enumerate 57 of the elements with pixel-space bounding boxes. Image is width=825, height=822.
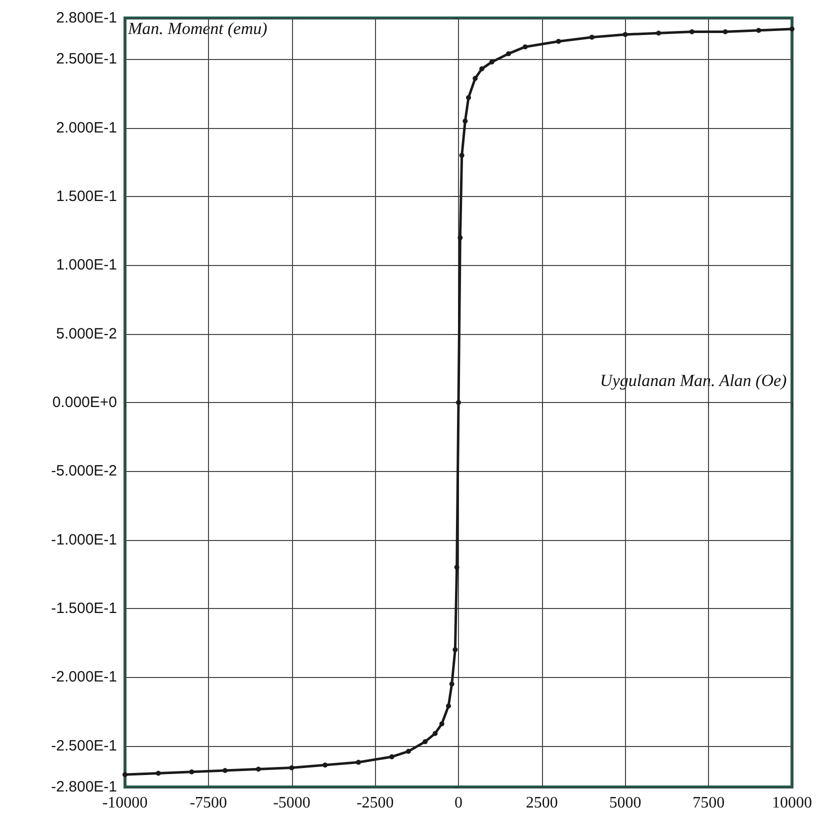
- point: [389, 754, 394, 760]
- point: [656, 30, 662, 36]
- point: [356, 760, 361, 765]
- y-tick-label: 1.500E-1: [56, 188, 117, 206]
- y-tick-label: 2.800E-1: [56, 10, 117, 26]
- y-tick-label: 2.500E-1: [56, 50, 117, 68]
- point: [489, 59, 494, 64]
- x-tick-label: 10000: [772, 794, 812, 812]
- point: [479, 66, 484, 72]
- x-tick-label: -2500: [356, 794, 394, 812]
- point: [456, 400, 461, 405]
- y-tick-label: -1.000E-1: [51, 531, 117, 548]
- point: [446, 703, 451, 708]
- point: [454, 564, 460, 570]
- point: [756, 28, 762, 33]
- point: [449, 682, 454, 687]
- point: [472, 76, 478, 81]
- point: [689, 29, 694, 34]
- y-tick-label: 0.000E+0: [52, 394, 117, 411]
- point: [406, 748, 411, 754]
- point: [462, 118, 468, 124]
- x-tick-label: -5000: [273, 794, 310, 812]
- y-tick-label: -2.800E-1: [51, 778, 117, 796]
- point: [189, 769, 194, 774]
- x-tick-label: 7500: [692, 794, 725, 812]
- point: [122, 772, 128, 778]
- point: [506, 51, 512, 56]
- point: [289, 765, 294, 770]
- point: [156, 770, 161, 776]
- point: [466, 95, 472, 100]
- point: [722, 29, 728, 34]
- x-tick-label: -10000: [102, 794, 148, 812]
- point: [422, 739, 428, 744]
- point: [522, 44, 528, 50]
- y-tick-label: -5.000E-2: [51, 462, 117, 480]
- point: [222, 768, 228, 774]
- point: [439, 721, 444, 726]
- x-tick-label: -7500: [190, 794, 228, 812]
- point: [790, 26, 794, 32]
- point: [432, 730, 438, 736]
- y-tick-label: 2.000E-1: [56, 119, 117, 136]
- point: [622, 32, 628, 37]
- point: [458, 235, 463, 240]
- y-tick-label: 1.000E-1: [56, 256, 117, 274]
- x-tick-label: 0: [454, 794, 462, 812]
- point: [452, 647, 458, 652]
- y-tick-label: 5.000E-2: [56, 325, 117, 342]
- y-tick-label: -1.500E-1: [51, 600, 117, 617]
- y-tick-label: -2.500E-1: [51, 737, 117, 754]
- point: [459, 152, 464, 158]
- point: [256, 766, 261, 772]
- point: [556, 38, 562, 44]
- y-tick-label: -2.000E-1: [51, 668, 117, 686]
- point: [322, 762, 328, 768]
- x-tick-label: 2500: [526, 794, 558, 812]
- point: [589, 34, 594, 40]
- x-tick-label: 5000: [609, 794, 642, 812]
